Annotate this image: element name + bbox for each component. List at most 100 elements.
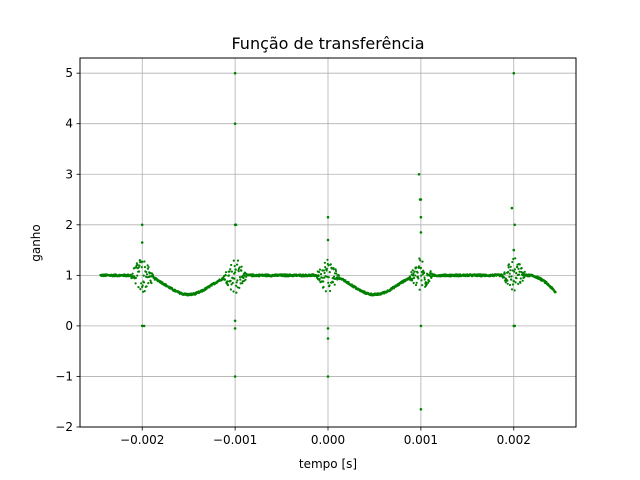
scatter-point: [224, 274, 227, 277]
scatter-point: [239, 282, 242, 285]
scatter-point-outlier: [512, 248, 516, 252]
scatter-point: [420, 274, 423, 277]
x-axis-label: tempo [s]: [299, 457, 357, 471]
scatter-point: [242, 276, 245, 279]
scatter-point: [504, 281, 507, 284]
scatter-point-outlier: [233, 122, 237, 125]
scatter-point: [143, 290, 146, 293]
scatter-point-outlier: [326, 327, 330, 330]
scatter-point: [137, 286, 140, 289]
scatter-point: [517, 282, 520, 285]
scatter-point: [330, 267, 333, 270]
scatter-point: [334, 269, 338, 273]
scatter-point: [509, 269, 512, 272]
scatter-point: [322, 285, 325, 289]
scatter-point: [321, 269, 324, 272]
scatter-point: [511, 283, 514, 286]
scatter-point: [329, 289, 332, 293]
y-tick-label: 5: [65, 66, 73, 80]
scatter-point: [233, 264, 236, 268]
scatter-point-outlier: [142, 324, 146, 328]
scatter-point: [335, 272, 338, 275]
y-tick-label: −2: [55, 420, 73, 434]
scatter-point: [323, 261, 326, 264]
scatter-point: [147, 282, 150, 285]
scatter-point: [234, 268, 237, 271]
scatter-point: [227, 274, 230, 277]
scatter-point-outlier: [234, 223, 238, 227]
scatter-point: [319, 273, 323, 276]
scatter-point: [240, 269, 243, 272]
scatter-point-outlier: [513, 223, 516, 227]
x-tick-label: 0.001: [404, 433, 438, 447]
scatter-point: [233, 277, 236, 280]
y-tick-label: 2: [65, 218, 73, 232]
scatter-point: [515, 277, 518, 280]
scatter-point: [138, 270, 141, 273]
scatter-point-outlier: [140, 241, 144, 244]
scatter-point: [141, 260, 144, 263]
scatter-point: [326, 258, 329, 261]
scatter-point: [318, 271, 321, 274]
scatter-point: [143, 260, 146, 263]
x-tick-label: 0.000: [311, 433, 345, 447]
scatter-point: [523, 270, 526, 273]
scatter-point: [418, 257, 421, 260]
scatter-point: [318, 277, 321, 281]
scatter-point: [231, 281, 234, 284]
scatter-point: [243, 274, 246, 277]
scatter-point: [425, 283, 428, 286]
scatter-point: [502, 276, 505, 279]
scatter-point: [329, 263, 332, 266]
scatter-point: [423, 276, 426, 279]
scatter-point: [235, 291, 238, 294]
scatter-point: [513, 270, 516, 273]
scatter-point: [331, 281, 335, 284]
scatter-point: [423, 271, 426, 274]
scatter-point: [412, 281, 415, 285]
scatter-point: [134, 282, 137, 285]
scatter-point: [409, 275, 412, 278]
scatter-point-outlier: [510, 206, 514, 210]
scatter-point: [521, 279, 524, 282]
y-tick-label: 3: [65, 167, 73, 181]
x-axis-ticks: −0.002 −0.001 0.000 0.001 0.002: [120, 427, 531, 447]
scatter-point: [229, 279, 232, 282]
scatter-point: [234, 271, 237, 274]
scatter-point: [518, 273, 521, 276]
scatter-point: [415, 281, 418, 284]
scatter-point: [238, 286, 241, 289]
scatter-point: [228, 270, 231, 273]
scatter-point: [226, 280, 229, 283]
scatter-point: [516, 265, 519, 268]
scatter-point: [323, 271, 326, 275]
scatter-point: [511, 260, 514, 264]
scatter-point-outlier: [419, 215, 423, 219]
scatter-point: [142, 281, 146, 284]
scatter-point: [506, 279, 509, 282]
scatter-point-outlier: [140, 324, 144, 328]
chart-title: Função de transferência: [231, 34, 424, 53]
scatter-point-outlier: [419, 198, 423, 201]
scatter-point: [520, 267, 523, 270]
scatter-point: [423, 278, 426, 281]
scatter-point: [236, 279, 239, 282]
scatter-point: [520, 270, 523, 274]
scatter-point: [324, 266, 327, 269]
scatter-point: [324, 290, 327, 293]
scatter-point: [414, 283, 418, 287]
x-tick-label: −0.002: [120, 433, 164, 447]
scatter-point: [412, 272, 415, 275]
scatter-point-outlier: [140, 223, 144, 227]
scatter-point: [508, 283, 512, 287]
y-axis-ticks: −2 −1 0 1 2 3 4 5: [55, 66, 80, 434]
scatter-point: [508, 272, 511, 275]
scatter-point: [146, 264, 149, 267]
scatter-point: [514, 281, 517, 284]
scatter-point-outlier: [233, 327, 237, 330]
scatter-point: [415, 266, 418, 269]
scatter-point: [137, 266, 140, 269]
scatter-point-outlier: [419, 231, 423, 234]
scatter-point: [238, 276, 242, 279]
